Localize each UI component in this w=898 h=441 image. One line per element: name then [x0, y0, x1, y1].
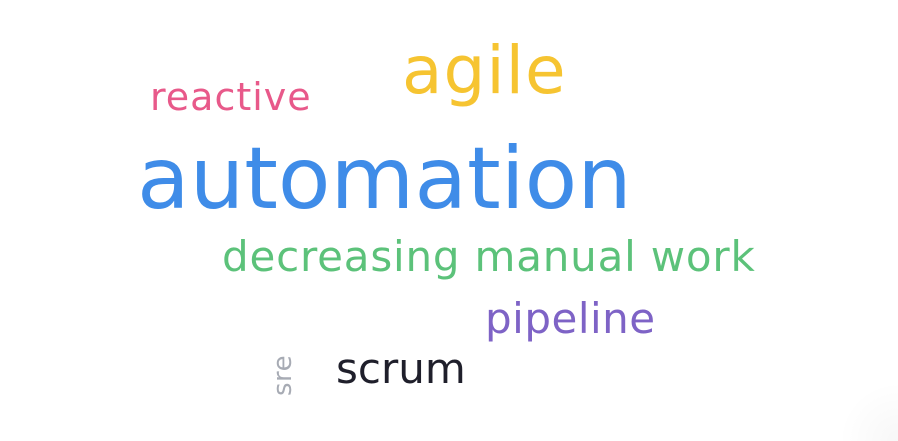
- word-decreasing-manual-work: decreasing manual work: [222, 232, 756, 281]
- word-sre: sre: [268, 354, 298, 396]
- word-agile: agile: [402, 32, 567, 109]
- word-automation: automation: [137, 129, 632, 229]
- corner-shade: [838, 381, 898, 441]
- word-scrum: scrum: [336, 344, 466, 393]
- word-pipeline: pipeline: [485, 294, 656, 343]
- word-reactive: reactive: [150, 75, 312, 119]
- word-sre-container: sre: [268, 344, 298, 396]
